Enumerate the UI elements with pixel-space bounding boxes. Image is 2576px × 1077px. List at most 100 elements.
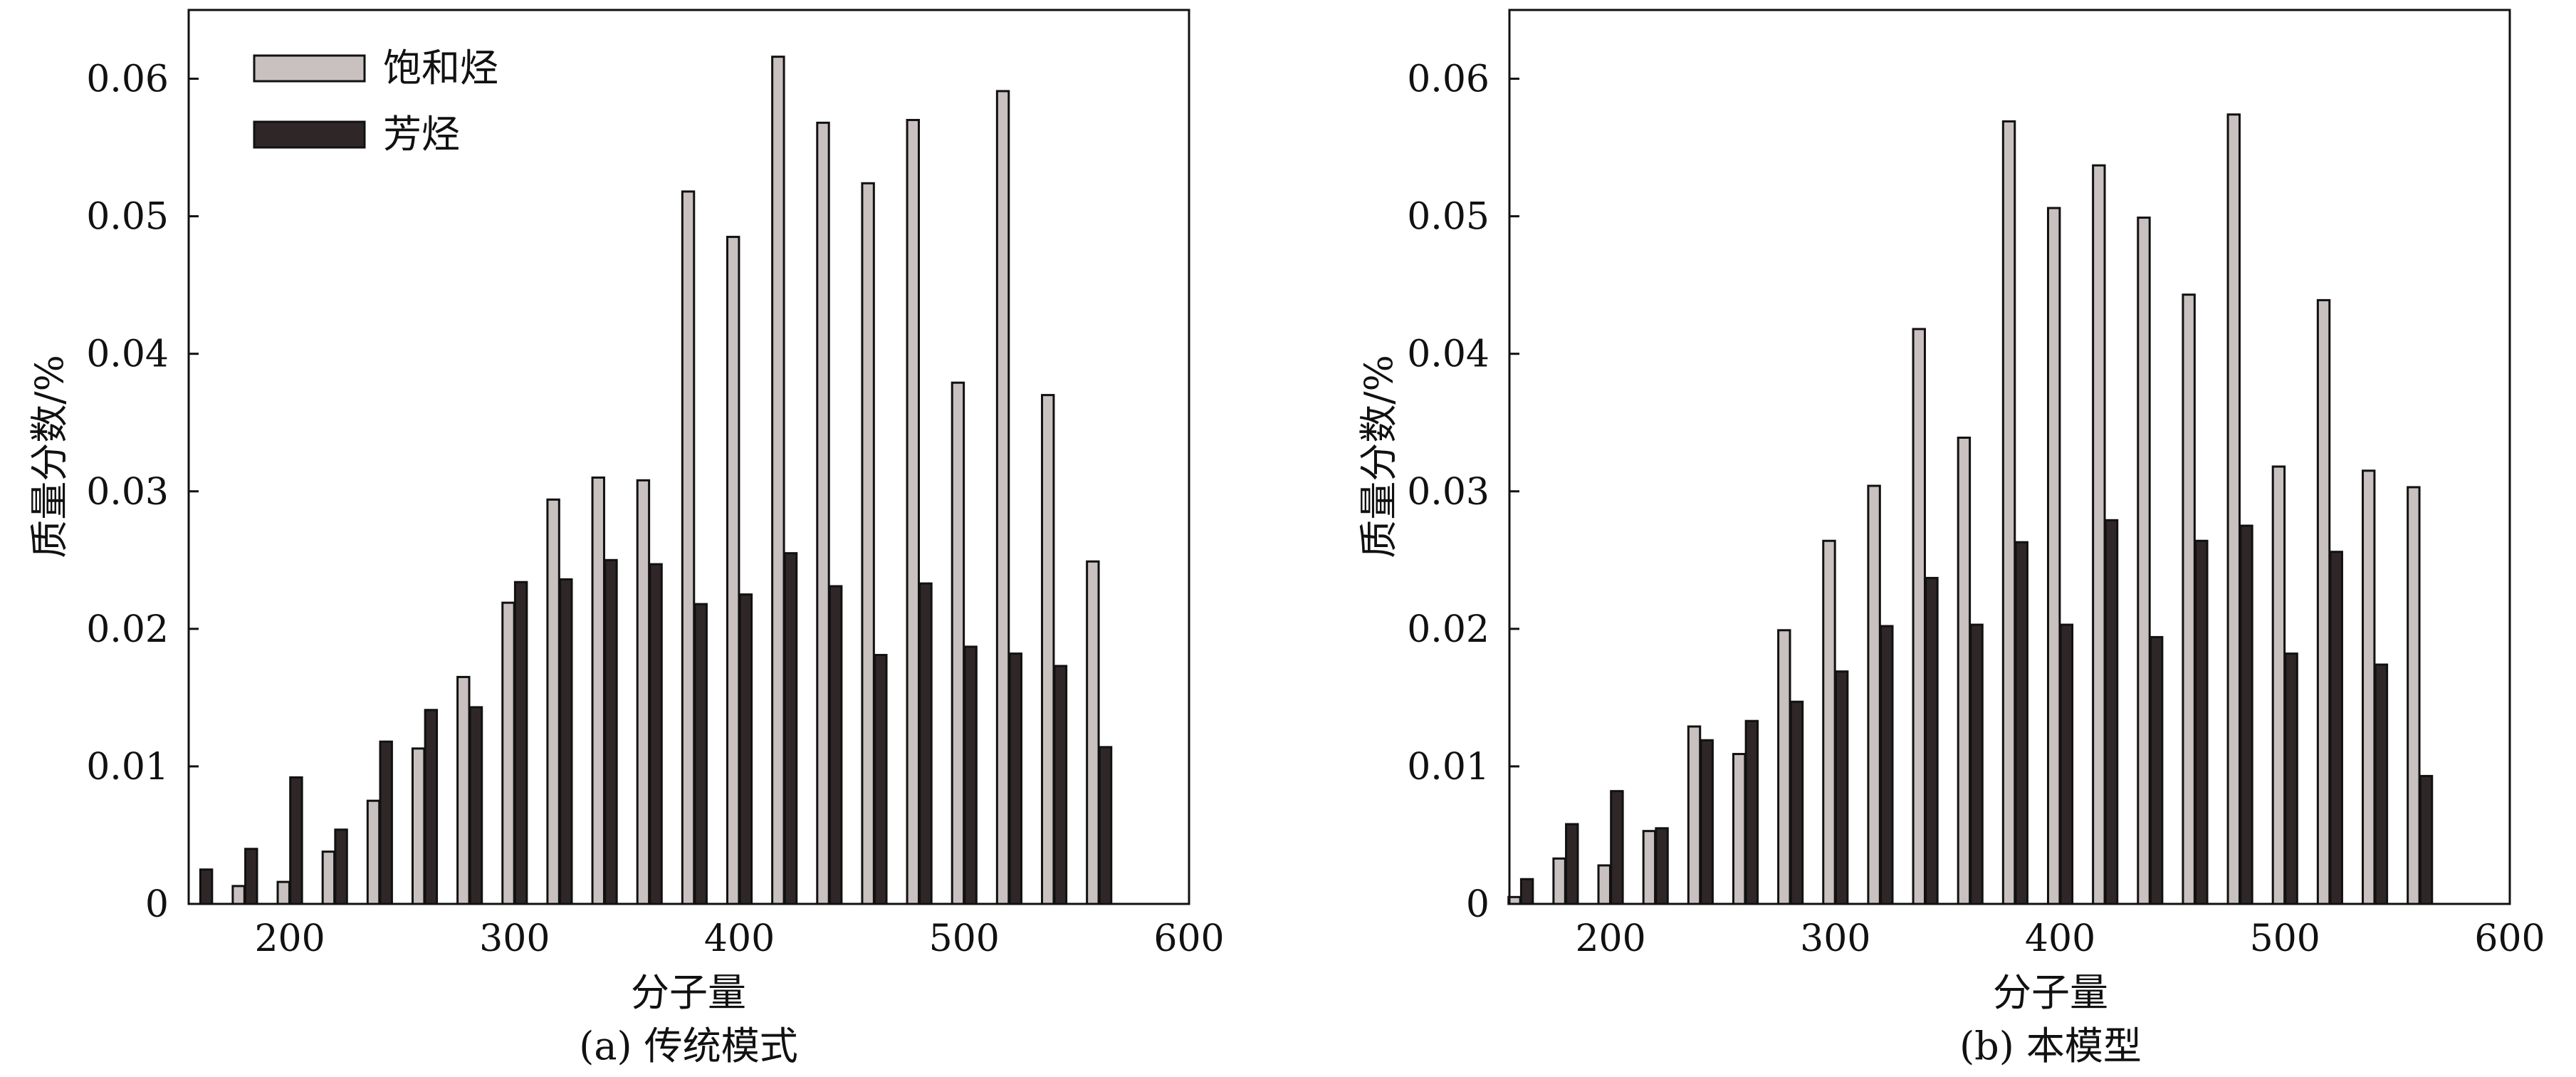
x-tick-label: 500 — [2250, 917, 2320, 960]
y-tick-label: 0.02 — [1407, 608, 1489, 651]
chart-panel-a: 200 300 400 500 600 0 0.01 0.02 0.03 0.04 0.05 0.0… — [27, 9, 1225, 1068]
x-tick-label: 300 — [1800, 917, 1870, 960]
legend: 饱和烃 芳烃 — [253, 46, 498, 157]
chart-caption-b: (b) 本模型 — [1959, 1024, 2142, 1068]
bar-aromatic-480 — [2239, 524, 2253, 905]
bar-aromatic-180 — [1565, 823, 1579, 905]
legend-swatch-aromatic — [253, 120, 366, 149]
y-axis-label-a: 质量分数/% — [27, 355, 72, 558]
bar-aromatic-280 — [468, 706, 483, 905]
bar-aromatic-160 — [1519, 878, 1534, 905]
bar-saturated-220 — [321, 850, 336, 905]
bar-saturated-380 — [2001, 120, 2016, 905]
x-axis-label-a: 分子量 — [631, 970, 746, 1015]
y-axis-label-b: 质量分数/% — [1356, 355, 1401, 558]
bar-aromatic-560 — [2419, 774, 2434, 905]
bar-aromatic-400 — [2059, 623, 2074, 905]
bar-aromatic-260 — [424, 709, 439, 905]
chart-caption-a: (a) 传统模式 — [579, 1024, 798, 1068]
y-tick-label: 0 — [145, 883, 169, 926]
bar-saturated-420 — [2092, 164, 2106, 905]
bar-aromatic-380 — [2014, 541, 2028, 905]
bar-saturated-320 — [1867, 484, 1881, 905]
bar-aromatic-400 — [738, 593, 753, 905]
y-tick-label: 0.02 — [86, 608, 169, 651]
bar-saturated-440 — [2137, 217, 2151, 905]
y-tick-label: 0.06 — [86, 58, 169, 101]
x-tick-label: 600 — [2474, 917, 2545, 960]
y-tick-label: 0 — [1466, 883, 1489, 926]
bar-saturated-540 — [2362, 469, 2376, 905]
bar-aromatic-440 — [828, 585, 843, 905]
bar-aromatic-300 — [513, 581, 528, 905]
x-tick-label: 200 — [1575, 917, 1645, 960]
bar-saturated-180 — [231, 885, 246, 905]
bar-aromatic-300 — [1834, 670, 1849, 905]
bar-saturated-200 — [1597, 864, 1611, 905]
chart-panel-b: 200 300 400 500 600 0 0.01 0.02 0.03 0.04 0.05 0.0… — [1356, 9, 2545, 1068]
bar-saturated-480 — [2226, 113, 2241, 905]
bar-aromatic-220 — [334, 828, 348, 905]
bar-saturated-240 — [1687, 725, 1702, 905]
bar-aromatic-200 — [1610, 790, 1624, 905]
bar-saturated-240 — [366, 799, 381, 905]
plot-frame-a — [187, 9, 1190, 905]
bar-aromatic-260 — [1744, 719, 1759, 905]
bar-group-b — [1507, 113, 2434, 905]
bar-aromatic-540 — [2374, 663, 2389, 905]
bar-saturated-360 — [636, 479, 651, 905]
x-tick-label: 400 — [2025, 917, 2095, 960]
y-tick-label: 0.06 — [1407, 58, 1489, 101]
bar-aromatic-160 — [199, 868, 214, 905]
bar-saturated-360 — [1957, 436, 1972, 905]
y-tick-label: 0.01 — [1407, 746, 1489, 789]
x-tick-label: 500 — [929, 917, 1000, 960]
x-tick-label: 400 — [704, 917, 775, 960]
bar-saturated-480 — [906, 118, 920, 905]
bar-aromatic-520 — [1008, 652, 1022, 905]
bar-aromatic-420 — [2104, 519, 2119, 905]
y-ticks-b: 0 0.01 0.02 0.03 0.04 0.05 0.06 — [1407, 58, 1519, 926]
bar-saturated-400 — [726, 236, 740, 905]
bar-aromatic-560 — [1098, 746, 1113, 905]
bar-aromatic-320 — [559, 578, 573, 905]
legend-label-aromatic: 芳烃 — [383, 112, 460, 157]
bar-aromatic-180 — [244, 848, 258, 905]
bar-aromatic-240 — [1700, 739, 1714, 905]
bar-saturated-200 — [276, 880, 290, 905]
bar-aromatic-460 — [2194, 539, 2209, 905]
bar-aromatic-500 — [2284, 652, 2298, 905]
x-tick-label: 200 — [254, 917, 325, 960]
bar-saturated-540 — [1041, 394, 1055, 905]
bar-saturated-460 — [2182, 293, 2196, 905]
bar-saturated-260 — [1732, 753, 1747, 905]
x-tick-label: 300 — [479, 917, 550, 960]
y-tick-label: 0.01 — [86, 746, 169, 789]
bar-saturated-280 — [1777, 629, 1791, 905]
bar-aromatic-420 — [783, 552, 798, 905]
legend-label-saturated: 饱和烃 — [383, 46, 498, 90]
bar-aromatic-520 — [2329, 551, 2343, 905]
bar-saturated-500 — [2271, 465, 2286, 905]
bar-aromatic-500 — [963, 645, 978, 905]
bar-aromatic-240 — [379, 740, 393, 905]
bar-saturated-560 — [2407, 486, 2421, 905]
bar-aromatic-440 — [2149, 635, 2164, 905]
bar-saturated-500 — [951, 381, 965, 905]
bar-aromatic-460 — [874, 654, 888, 905]
y-tick-label: 0.04 — [86, 333, 169, 376]
x-axis-label-b: 分子量 — [1993, 970, 2108, 1015]
bar-aromatic-360 — [649, 563, 663, 905]
bar-saturated-400 — [2046, 207, 2061, 905]
bar-group-a — [199, 56, 1113, 905]
y-tick-label: 0.05 — [86, 196, 169, 239]
bar-aromatic-360 — [1969, 623, 1984, 905]
legend-swatch-saturated — [253, 54, 366, 83]
bar-saturated-300 — [501, 601, 515, 905]
bar-aromatic-380 — [693, 603, 708, 905]
bar-saturated-520 — [2316, 298, 2331, 905]
x-ticks-b: 200 300 400 500 600 — [1575, 894, 2545, 960]
y-tick-label: 0.05 — [1407, 196, 1489, 239]
bar-aromatic-340 — [1925, 576, 1939, 905]
